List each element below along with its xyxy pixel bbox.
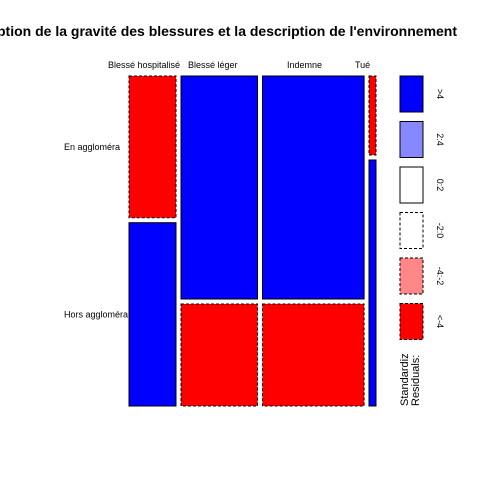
tile-tue-en-agglomeration [368,75,377,156]
chart-title: ption de la gravité des blessures et la … [0,23,457,39]
legend-label-3: 0:2 [435,179,445,192]
tile-blesse-leger-en-agglomeration [180,75,258,300]
tile-blesse-hospitalise-en-agglomeration [128,75,177,219]
row-labels: En aggloméra Hors aggloméra [64,142,128,319]
tile-blesse-leger-hors-agglomeration [180,303,258,407]
tile-indemne-hors-agglomeration [262,303,365,407]
row-label-hors-agglomeration: Hors aggloméra [64,309,128,319]
tile-indemne-en-agglomeration [262,75,365,300]
tile-blesse-hospitalise-hors-agglomeration [128,222,177,407]
legend-label-1: >4 [435,89,445,99]
legend-swatch-6 [399,303,424,340]
legend-label-4: -2:0 [435,223,445,239]
legend-label-5: -4:-2 [435,267,445,286]
legend-swatch-2 [399,121,424,158]
column-label-tue: Tué [355,60,370,70]
legend-title-line-1: Standardiz [399,353,411,406]
legend-label-6: <-4 [435,315,445,328]
column-labels: Blessé hospitalisé Blessé léger Indemne Tué [108,60,370,70]
legend-label-2: 2:4 [435,133,445,146]
column-label-blesse-leger: Blessé léger [188,60,238,70]
row-label-en-agglomeration: En aggloméra [64,142,120,152]
legend-swatch-1 [399,75,424,113]
column-label-blesse-hospitalise: Blessé hospitalisé [108,60,180,70]
legend: >4 2:4 0:2 -2:0 -4:-2 <-4 Standardiz Residuals: [399,75,445,406]
legend-title-line-2: Residuals: [410,355,422,406]
legend-swatch-3 [399,166,424,204]
legend-swatch-4 [399,212,424,249]
column-label-indemne: Indemne [287,60,322,70]
legend-swatch-5 [399,257,424,295]
mosaic-tiles [128,75,377,407]
tile-tue-hors-agglomeration [368,159,377,407]
